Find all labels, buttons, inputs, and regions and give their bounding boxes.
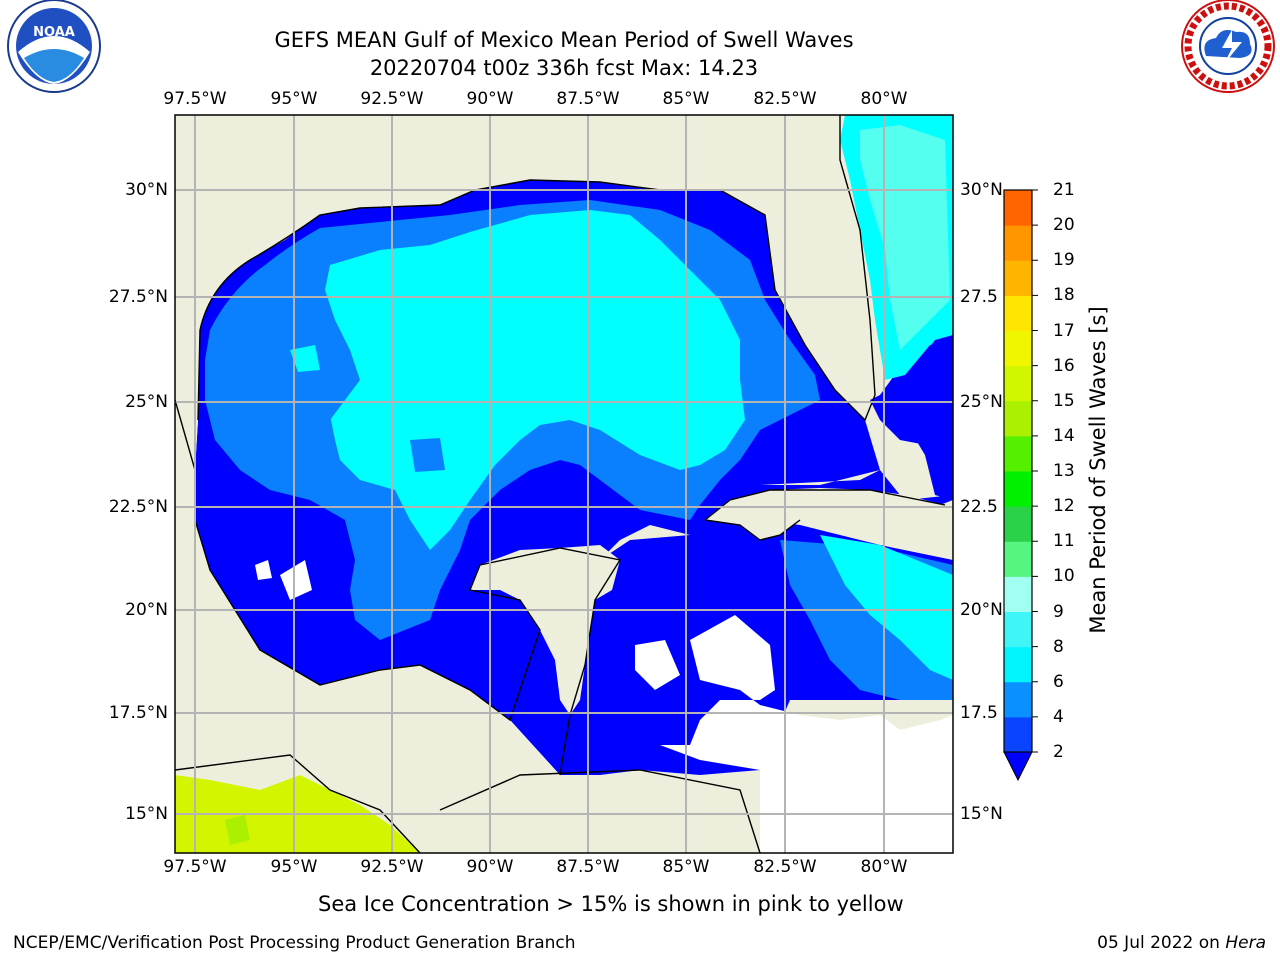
lon-tick-bottom: 97.5°W — [163, 857, 227, 877]
colorbar-segment — [1004, 295, 1032, 331]
colorbar-segment — [1004, 400, 1032, 437]
colorbar-segment — [1004, 365, 1032, 402]
colorbar-tick-label: 11 — [1053, 531, 1075, 552]
lat-tick-right: 27.5 — [960, 287, 998, 307]
lon-tick-bottom: 82.5°W — [753, 857, 817, 877]
caribbean-swell-4-6 — [820, 535, 953, 680]
atlantic-swell-under — [900, 335, 953, 500]
sea-ice-note: Sea Ice Concentration > 15% is shown in … — [318, 892, 904, 916]
lon-tick-top: 80°W — [860, 89, 908, 109]
colorbar-tick-label: 14 — [1053, 425, 1075, 446]
coastline — [199, 115, 876, 422]
footer-date-text: 05 Jul 2022 on — [1097, 933, 1226, 953]
lon-tick-top: 95°W — [270, 89, 318, 109]
colorbar-tick-label: 16 — [1053, 355, 1075, 376]
lon-tick-top: 90°W — [466, 89, 514, 109]
lon-tick-bottom: 85°W — [662, 857, 710, 877]
colorbar-segment — [1004, 681, 1032, 718]
lat-tick-right: 15°N — [960, 804, 1003, 824]
lat-tick-right: 30°N — [960, 180, 1003, 200]
colorbar-tick-label: 20 — [1053, 215, 1075, 236]
colorbar-tick-label: 10 — [1053, 566, 1075, 587]
colorbar-tick-label: 9 — [1053, 601, 1064, 622]
gulf-swell-patch — [305, 415, 335, 445]
coastline — [194, 519, 622, 776]
lon-tick-bottom: 95°W — [270, 857, 318, 877]
colorbar-tick-label: 17 — [1053, 320, 1075, 341]
lon-tick-top: 82.5°W — [753, 89, 817, 109]
colorbar-tick-label: 8 — [1053, 636, 1064, 657]
colorbar-tick-label: 2 — [1053, 742, 1064, 762]
graticule — [175, 115, 953, 853]
title-line-1: GEFS MEAN Gulf of Mexico Mean Period of … — [274, 28, 854, 52]
lon-tick-top: 97.5°W — [163, 89, 227, 109]
colorbar-tick-label: 4 — [1053, 706, 1064, 727]
coastline — [175, 754, 761, 853]
lon-tick-top: 85°W — [662, 89, 710, 109]
lat-tick-right: 25°N — [960, 392, 1003, 412]
lon-tick-bottom: 87.5°W — [556, 857, 620, 877]
lat-tick-right: 20°N — [960, 600, 1003, 620]
colorbar-tick-label: 15 — [1053, 390, 1075, 411]
lon-tick-bottom: 80°W — [860, 857, 908, 877]
lon-tick-top: 92.5°W — [360, 89, 424, 109]
colorbar-under-arrow — [1003, 751, 1033, 782]
title-line-2: 20220704 t00z 336h fcst Max: 14.23 — [369, 56, 759, 80]
colorbar-segment — [1004, 541, 1032, 577]
gulf-swell-patch — [410, 438, 445, 472]
colorbar-segment — [1004, 330, 1032, 367]
colorbar-segment — [1004, 716, 1032, 753]
pacific-swell-green — [225, 815, 250, 845]
footer-date: 05 Jul 2022 on Hera — [1097, 933, 1266, 953]
colorbar-segment — [1004, 471, 1032, 507]
atlantic-swell-light — [860, 125, 950, 350]
lat-tick-right: 22.5 — [960, 497, 998, 517]
map-frame — [174, 114, 954, 854]
colorbar-label: Mean Period of Swell Waves [s] — [1086, 306, 1110, 634]
colorbar-segment — [1004, 611, 1032, 648]
colorbar-segment — [1004, 435, 1032, 472]
colorbar-tick-label: 19 — [1053, 250, 1075, 271]
central-america-land — [420, 770, 760, 853]
colorbar-tick-label: 12 — [1053, 496, 1075, 517]
colorbar-segment — [1004, 260, 1032, 296]
gulf-nodata — [255, 560, 272, 580]
colorbar-tick-label: 18 — [1053, 285, 1075, 306]
lat-tick-left: 25°N — [125, 392, 168, 412]
lat-tick-left: 22.5°N — [108, 497, 168, 517]
lat-tick-right: 17.5 — [960, 703, 998, 723]
gulf-swell-patch — [290, 345, 320, 372]
footer-branch: NCEP/EMC/Verification Post Processing Pr… — [13, 933, 576, 953]
lat-tick-left: 20°N — [125, 600, 168, 620]
colorbar-tick-label: 13 — [1053, 461, 1075, 481]
caribbean-nodata — [635, 640, 680, 690]
lat-tick-left: 27.5°N — [108, 287, 168, 307]
lat-tick-left: 17.5°N — [108, 703, 168, 723]
colorbar-segment — [1004, 576, 1032, 612]
colorbar — [1003, 189, 1038, 782]
caribbean-nodata — [660, 615, 953, 853]
colorbar-segment — [1004, 646, 1032, 683]
colorbar-tick-label: 6 — [1053, 671, 1064, 692]
lat-tick-left: 30°N — [125, 180, 168, 200]
us-mexico-land — [175, 115, 880, 775]
colorbar-segment — [1004, 225, 1032, 261]
map-area — [175, 115, 953, 853]
footer-host: Hera — [1225, 933, 1266, 953]
colorbar-tick-label: 21 — [1053, 180, 1075, 200]
lat-tick-left: 15°N — [125, 804, 168, 824]
colorbar-segment — [1004, 190, 1032, 226]
lon-tick-bottom: 92.5°W — [360, 857, 424, 877]
gulf-nodata — [280, 560, 312, 600]
lon-tick-top: 87.5°W — [556, 89, 620, 109]
lon-tick-bottom: 90°W — [466, 857, 514, 877]
colorbar-segment — [1004, 506, 1032, 542]
